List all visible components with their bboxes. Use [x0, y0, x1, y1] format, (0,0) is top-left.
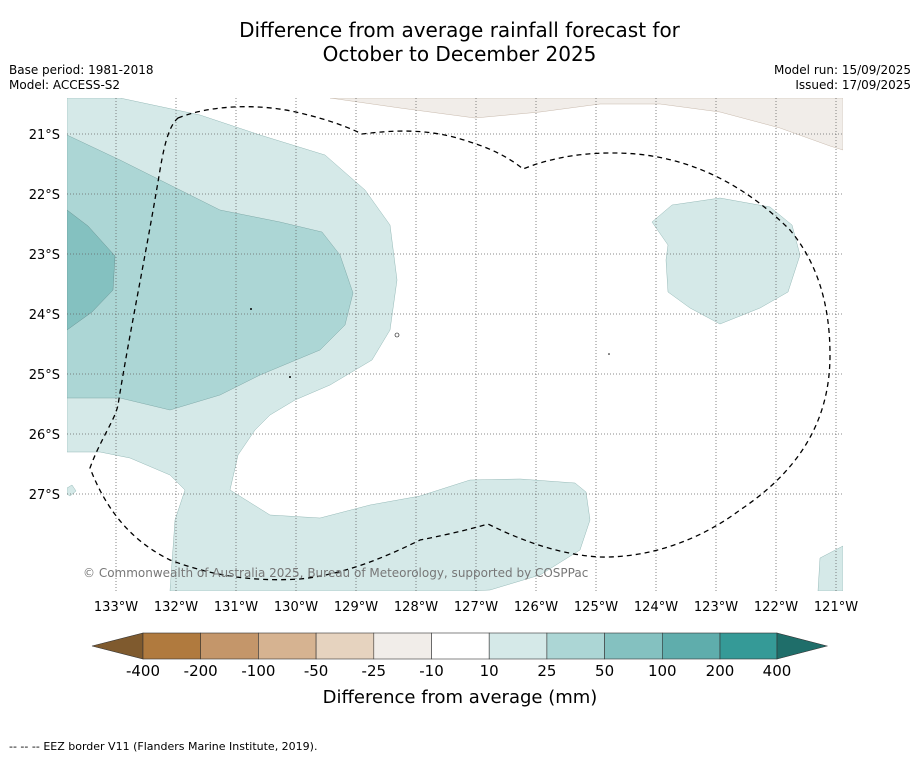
colorbar-cell: [661, 632, 721, 660]
lat-label: 22°S: [29, 188, 60, 203]
contour-dark: [67, 209, 116, 331]
footer-legend: -- -- -- EEZ border V11 (Flanders Marine…: [9, 740, 317, 753]
model-name: Model: ACCESS-S2: [9, 78, 121, 92]
issued-date: Issued: 17/09/2025: [795, 78, 911, 92]
graticule: [67, 98, 843, 591]
lon-label: 127°W: [454, 600, 498, 615]
map-area: © Commonwealth of Australia 2025, Bureau…: [67, 98, 843, 591]
lat-labels: 21°S 22°S 23°S 24°S 25°S 26°S 27°S: [29, 128, 60, 503]
eez-legend-symbol: -- -- --: [9, 740, 40, 753]
colorbar-cell: [142, 632, 202, 660]
title-line-1: Difference from average rainfall forecas…: [239, 18, 680, 42]
colorbar-tick-label: -100: [241, 662, 275, 680]
contour-light-se: [817, 545, 843, 591]
contour-light-east: [651, 197, 801, 325]
colorbar-tick-label: -400: [126, 662, 160, 680]
colorbar-cell: [431, 632, 490, 660]
colorbar-cell: [604, 632, 663, 660]
lon-label: 121°W: [814, 600, 858, 615]
eez-border: [89, 106, 831, 581]
title-line-2: October to December 2025: [322, 42, 597, 66]
lon-label: 129°W: [334, 600, 378, 615]
colorbar-cell: [488, 632, 548, 660]
lat-label: 21°S: [29, 128, 60, 143]
lon-label: 124°W: [634, 600, 678, 615]
contour-light-dot: [67, 484, 77, 497]
colorbar-cell: [200, 632, 259, 660]
island-mark: [250, 308, 252, 310]
lon-label: 132°W: [154, 600, 198, 615]
colorbar-ticks: -400 -200 -100 -50 -25 -10 10 25 50 100 …: [126, 662, 791, 680]
lon-label: 133°W: [94, 600, 138, 615]
copyright-text: © Commonwealth of Australia 2025, Bureau…: [83, 566, 588, 580]
colorbar-tick-label: 50: [595, 662, 614, 680]
lon-label: 128°W: [394, 600, 438, 615]
colorbar-tick-label: 100: [648, 662, 677, 680]
lon-label: 125°W: [574, 600, 618, 615]
lat-label: 24°S: [29, 308, 60, 323]
eez-legend-text: EEZ border V11 (Flanders Marine Institut…: [43, 740, 318, 753]
colorbar-tick-label: -25: [362, 662, 387, 680]
lat-label: 26°S: [29, 428, 60, 443]
lon-label: 123°W: [694, 600, 738, 615]
colorbar-tick-label: -50: [304, 662, 329, 680]
lat-label: 25°S: [29, 368, 60, 383]
lat-label: 23°S: [29, 248, 60, 263]
contour-medium: [67, 134, 354, 411]
colorbar-tick-label: 25: [537, 662, 556, 680]
island-mark: [289, 376, 291, 378]
colorbar-cell: [315, 632, 375, 660]
colorbar-tick-label: -10: [419, 662, 444, 680]
colorbar-cell: [546, 632, 605, 660]
info-left: Base period: 1981-2018 Model: ACCESS-S2: [9, 63, 154, 93]
colorbar-cell: [719, 632, 778, 660]
base-period: Base period: 1981-2018: [9, 63, 154, 77]
colorbar-tick-label: 200: [706, 662, 735, 680]
lon-labels: 133°W 132°W 131°W 130°W 129°W 128°W 127°…: [94, 600, 858, 615]
lat-label: 27°S: [29, 488, 60, 503]
colorbar: [91, 632, 829, 660]
lon-label: 122°W: [754, 600, 798, 615]
model-run: Model run: 15/09/2025: [773, 63, 911, 77]
lon-label: 130°W: [274, 600, 318, 615]
lon-label: 131°W: [214, 600, 258, 615]
colorbar-tick-label: -200: [184, 662, 218, 680]
colorbar-cell: [258, 632, 317, 660]
colorbar-label: Difference from average (mm): [323, 687, 598, 708]
map-title: Difference from average rainfall forecas…: [0, 18, 919, 66]
lon-label: 126°W: [514, 600, 558, 615]
contour-brown-top: [329, 98, 843, 151]
colorbar-tick-label: 10: [480, 662, 499, 680]
info-right: Model run: 15/09/2025 Issued: 17/09/2025: [774, 63, 911, 93]
island-mark: [608, 353, 610, 355]
colorbar-tick-label: 400: [763, 662, 792, 680]
colorbar-cell: [91, 632, 144, 660]
island-mark: [394, 332, 400, 338]
colorbar-cell: [373, 632, 432, 660]
colorbar-cell: [776, 632, 829, 660]
